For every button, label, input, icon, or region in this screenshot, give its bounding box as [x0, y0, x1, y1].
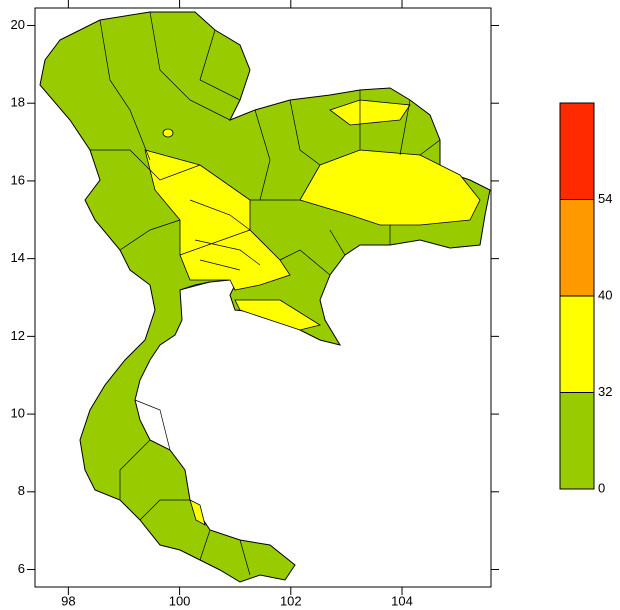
hot-zone-northeast	[299, 149, 481, 226]
y-tick-label: 16	[11, 172, 25, 187]
map-shapes	[39, 11, 491, 583]
x-tick-label: 104	[391, 593, 413, 608]
hot-zone-south	[189, 499, 206, 526]
y-tick-label: 14	[11, 250, 25, 265]
legend: 0 32 40 54	[559, 102, 612, 495]
legend-swatch	[559, 392, 595, 490]
y-tick-label: 12	[11, 328, 25, 343]
y-tick-label: 20	[11, 17, 25, 32]
x-tick-label: 98	[61, 593, 75, 608]
hot-spot	[162, 128, 174, 138]
legend-swatch	[559, 295, 595, 393]
country-outline	[39, 11, 491, 583]
province-borders	[90, 11, 441, 576]
y-tick-label: 8	[18, 483, 25, 498]
y-tick-label: 18	[11, 95, 25, 110]
x-tick-label: 100	[169, 593, 191, 608]
y-tick-label: 6	[18, 561, 25, 576]
legend-swatch	[559, 102, 595, 200]
hot-zone-north	[329, 99, 411, 126]
map-frame	[34, 7, 492, 588]
y-tick-label: 10	[11, 406, 25, 421]
legend-label: 0	[598, 480, 605, 495]
legend-swatch	[559, 199, 595, 297]
legend-label: 54	[598, 191, 612, 206]
hot-zone-coast	[234, 299, 322, 331]
x-tick-label: 102	[280, 593, 302, 608]
hot-zone-central	[144, 149, 291, 291]
legend-label: 32	[598, 384, 612, 399]
legend-label: 40	[598, 287, 612, 302]
